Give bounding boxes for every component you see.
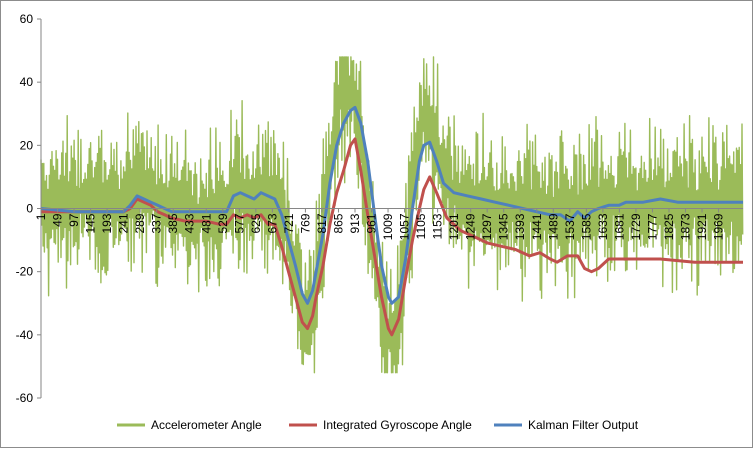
- legend: Accelerometer Angle Integrated Gyroscope …: [117, 418, 639, 432]
- x-tick-label: 1777: [645, 213, 659, 240]
- x-tick-label: 577: [232, 213, 246, 233]
- x-tick-label: 481: [199, 213, 213, 233]
- x-tick-label: 433: [183, 213, 197, 233]
- y-tick-label: -60: [16, 391, 34, 405]
- x-tick-label: 145: [84, 213, 98, 233]
- x-tick-label: 1825: [662, 213, 676, 240]
- x-tick-label: 721: [282, 213, 296, 233]
- x-tick-label: 961: [365, 213, 379, 233]
- series-line-2: [41, 137, 743, 337]
- x-tick-label: 1681: [612, 213, 626, 240]
- legend-label: Accelerometer Angle: [151, 418, 262, 432]
- x-tick-label: 97: [67, 213, 81, 227]
- x-tick-label: 241: [117, 213, 131, 233]
- x-tick-label: 1969: [712, 213, 726, 240]
- x-axis-ticks: 1 49 97 145 193 241 289 337 385 433 481 529 577 625 67…: [34, 208, 726, 240]
- x-tick-label: 385: [166, 213, 180, 233]
- y-tick-label: -20: [16, 265, 34, 279]
- x-tick-label: 337: [150, 213, 164, 233]
- series-layer: [40, 56, 744, 374]
- series-line-3: [40, 105, 743, 305]
- x-tick-label: 673: [265, 213, 279, 233]
- x-tick-label: 1441: [530, 213, 544, 240]
- x-tick-label: 1249: [464, 213, 478, 240]
- x-tick-label: 1345: [497, 213, 511, 240]
- x-tick-label: 1297: [480, 213, 494, 240]
- x-tick-label: 529: [216, 213, 230, 233]
- x-tick-label: 865: [331, 213, 345, 233]
- x-tick-label: 1009: [381, 213, 395, 240]
- x-tick-label: 817: [315, 213, 329, 233]
- x-tick-label: 1633: [596, 213, 610, 240]
- x-tick-label: 625: [249, 213, 263, 233]
- x-tick-label: 49: [51, 213, 65, 227]
- x-tick-label: 1393: [513, 213, 527, 240]
- x-tick-label: 1729: [629, 213, 643, 240]
- x-tick-label: 1153: [431, 213, 445, 239]
- y-tick-label: 0: [26, 202, 33, 216]
- x-tick-label: 1585: [579, 213, 593, 240]
- x-tick-label: 1057: [398, 213, 412, 240]
- x-tick-label: 289: [133, 213, 147, 233]
- x-tick-label: 769: [298, 213, 312, 233]
- legend-label: Kalman Filter Output: [528, 418, 639, 432]
- legend-label: Integrated Gyroscope Angle: [323, 418, 472, 432]
- series-line-1: [40, 56, 744, 374]
- y-tick-label: 40: [20, 75, 34, 89]
- x-tick-label: 1873: [679, 213, 693, 240]
- y-tick-label: 20: [20, 138, 34, 152]
- x-tick-label: 1489: [546, 213, 560, 240]
- x-tick-label: 1201: [447, 213, 461, 240]
- x-tick-label: 1105: [414, 213, 428, 239]
- x-tick-label: 1921: [695, 213, 709, 240]
- y-tick-label: -40: [16, 328, 34, 342]
- y-axis-ticks: -60 -40 -20 0 20 40 60: [16, 12, 41, 405]
- x-tick-label: 1: [34, 213, 48, 220]
- y-tick-label: 60: [20, 12, 34, 26]
- x-tick-label: 1537: [563, 213, 577, 240]
- x-tick-label: 913: [348, 213, 362, 233]
- x-tick-label: 193: [100, 213, 114, 233]
